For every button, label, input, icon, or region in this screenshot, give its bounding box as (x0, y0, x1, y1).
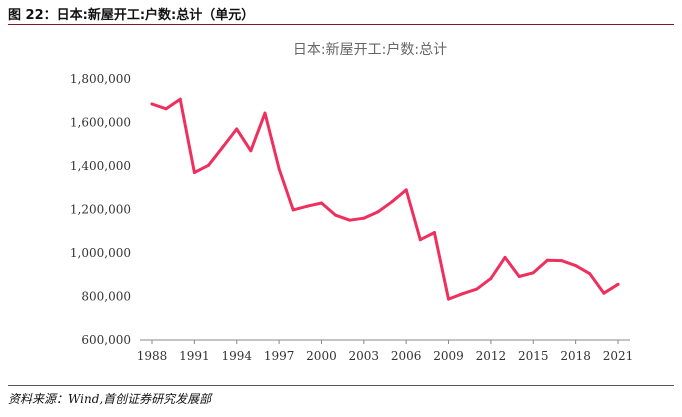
x-tick-label: 2021 (603, 349, 634, 363)
x-axis-ticks: 1988 1991 1994 1997 2000 2003 2006 2009 2012 2015… (137, 340, 634, 363)
y-tick-label: 1,200,000 (70, 203, 131, 217)
data-point (602, 291, 606, 295)
chart-series (150, 97, 620, 301)
data-point (348, 218, 352, 222)
data-point (192, 171, 196, 175)
data-point (150, 102, 154, 106)
y-tick-label: 1,600,000 (70, 116, 131, 130)
data-point (164, 107, 168, 111)
y-tick-label: 800,000 (81, 290, 131, 304)
data-point (432, 231, 436, 235)
data-point (545, 258, 549, 262)
data-point (305, 204, 309, 208)
data-point (319, 201, 323, 205)
x-tick-label: 2000 (306, 349, 337, 363)
x-tick-label: 1988 (137, 349, 168, 363)
x-tick-label: 2003 (349, 349, 380, 363)
source-note: 资料来源：Wind,首创证券研究发展部 (8, 392, 212, 406)
data-point (334, 213, 338, 217)
x-tick-label: 2009 (433, 349, 464, 363)
data-point (616, 282, 620, 286)
data-point (531, 271, 535, 275)
data-point (574, 264, 578, 268)
data-point (291, 208, 295, 212)
data-point (475, 287, 479, 291)
y-tick-label: 1,000,000 (70, 246, 131, 260)
data-point (376, 210, 380, 214)
data-point (249, 149, 253, 153)
data-point (418, 238, 422, 242)
data-point (588, 272, 592, 276)
source-rule (8, 385, 674, 386)
data-point (221, 145, 225, 149)
data-point (178, 97, 182, 101)
x-tick-label: 2006 (391, 349, 422, 363)
x-tick-label: 2018 (560, 349, 591, 363)
data-point (277, 167, 281, 171)
data-point (362, 216, 366, 220)
data-point (461, 292, 465, 296)
data-point (503, 255, 507, 259)
x-tick-label: 2012 (476, 349, 507, 363)
y-tick-label: 1,800,000 (70, 72, 131, 86)
x-tick-label: 1997 (264, 349, 295, 363)
x-tick-label: 2015 (518, 349, 549, 363)
y-tick-label: 600,000 (81, 333, 131, 347)
data-point (206, 163, 210, 167)
caption-rule (8, 24, 674, 25)
series-line (150, 97, 620, 301)
chart-title: 日本:新屋开工:户数:总计 (293, 41, 447, 58)
y-axis-ticks: 600,000 800,000 1,000,000 1,200,000 1,400,00… (70, 72, 131, 347)
x-tick-label: 1994 (221, 349, 252, 363)
data-point (489, 276, 493, 280)
data-point (263, 111, 267, 115)
data-point (517, 274, 521, 278)
data-point (404, 188, 408, 192)
figure-caption: 图 22：日本:新屋开工:户数:总计（单元） (8, 8, 255, 23)
x-tick-label: 1991 (179, 349, 210, 363)
data-point (560, 259, 564, 263)
data-point (390, 200, 394, 204)
data-point (447, 297, 451, 301)
y-tick-label: 1,400,000 (70, 159, 131, 173)
data-point (235, 127, 239, 131)
